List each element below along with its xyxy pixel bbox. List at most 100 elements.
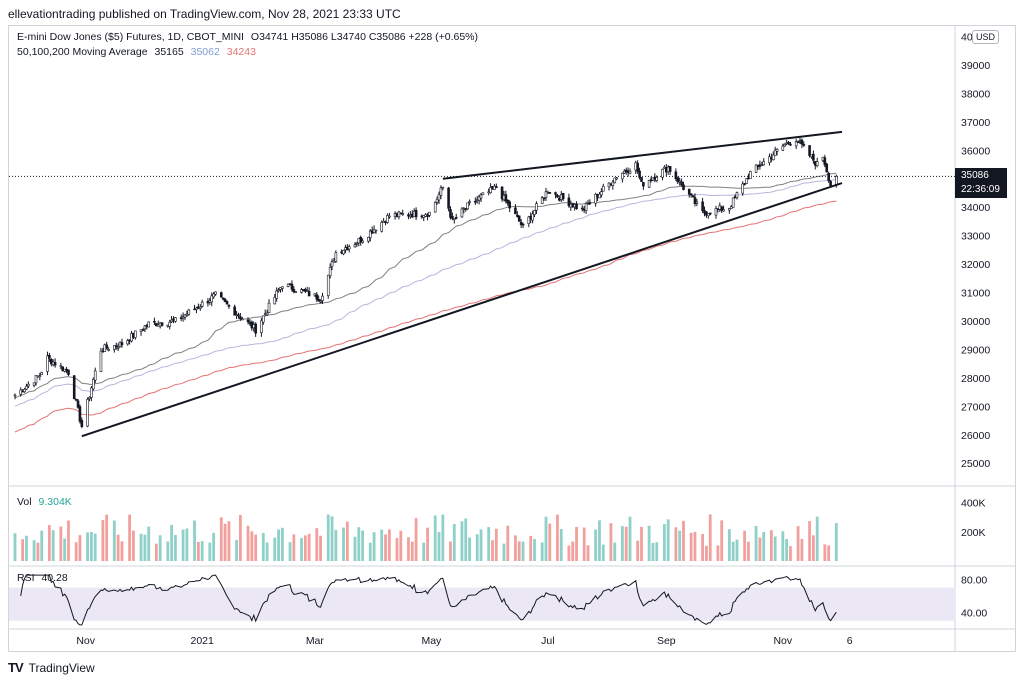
candle-body — [195, 307, 198, 310]
volume-bar — [261, 532, 265, 561]
candle-body — [594, 194, 597, 204]
candle-body — [219, 292, 223, 298]
volume-bar — [105, 514, 109, 561]
candle-body — [359, 237, 363, 243]
candle-body — [221, 297, 225, 300]
rsi-legend: RSI 40.28 — [17, 572, 72, 584]
volume-bar — [720, 520, 724, 561]
candle-body — [34, 375, 38, 384]
candle-body — [628, 170, 632, 174]
volume-bar — [128, 514, 131, 561]
volume-bar — [166, 541, 170, 561]
candle-body — [439, 187, 443, 196]
ma200-value: 34243 — [226, 46, 256, 58]
candle-body — [542, 197, 546, 200]
candle-body — [273, 297, 277, 305]
candle-body — [556, 194, 559, 198]
volume-bar — [762, 531, 766, 561]
volume-bar — [235, 539, 238, 561]
time-tick-label: 6 — [847, 635, 853, 647]
candle-body — [281, 286, 284, 289]
candle-body — [275, 290, 278, 299]
candle-body — [749, 171, 752, 180]
candle-body — [49, 359, 53, 365]
volume-bar — [112, 520, 116, 561]
candle-body — [168, 321, 172, 327]
candle-body — [781, 145, 785, 151]
price-chart[interactable]: 25000 26000 27000 28000 29000 30000 31000 32000… — [9, 26, 1015, 651]
price-tick-label: 34000 — [961, 202, 990, 214]
candle-body — [86, 399, 89, 427]
volume-bar — [693, 531, 697, 561]
candle-body — [342, 249, 345, 255]
symbol-legend: E-mini Dow Jones ($5) Futures, 1D, CBOT_… — [17, 31, 482, 43]
volume-label[interactable]: Vol — [17, 496, 32, 508]
volume-bar — [380, 529, 384, 561]
candle-body — [834, 176, 838, 185]
candle-body — [174, 317, 177, 322]
candle-body — [829, 180, 832, 186]
rsi-tick-label: 40.00 — [961, 607, 987, 619]
candle-body — [317, 299, 320, 302]
candle-body — [223, 298, 227, 303]
candle-body — [27, 383, 30, 387]
volume-bar — [640, 526, 643, 561]
candle-body — [160, 322, 164, 326]
candle-body — [554, 192, 557, 195]
volume-bar — [223, 523, 227, 561]
candle-body — [762, 161, 766, 166]
candle-body — [773, 149, 777, 157]
volume-bar — [246, 525, 250, 561]
volume-bar — [743, 530, 747, 561]
publisher-line: ellevationtrading published on TradingVi… — [8, 7, 401, 21]
candle-body — [642, 182, 645, 187]
candle-body — [823, 157, 827, 166]
ma-label[interactable]: 50,100,200 Moving Average — [17, 46, 148, 58]
candle-body — [198, 306, 202, 309]
volume-bar — [353, 536, 357, 561]
candle-body — [240, 318, 244, 321]
rsi-label[interactable]: RSI — [17, 572, 35, 584]
candle-body — [521, 223, 525, 226]
candle-body — [294, 291, 298, 293]
volume-bar — [407, 537, 410, 561]
chart-frame: 25000 26000 27000 28000 29000 30000 31000 32000… — [8, 25, 1016, 652]
time-tick-label: Mar — [306, 635, 325, 647]
volume-bar — [154, 543, 158, 561]
volume-bar — [533, 539, 536, 561]
candle-body — [25, 385, 28, 390]
volume-bar — [479, 529, 483, 561]
price-tick-label: 28000 — [961, 373, 990, 385]
candle-body — [477, 196, 481, 201]
bar-countdown: 22:36:09 — [961, 184, 1000, 195]
candle-body — [155, 323, 158, 327]
volume-bar — [682, 520, 685, 561]
volume-bar — [598, 520, 601, 561]
candle-body — [214, 291, 217, 295]
candle-body — [531, 213, 534, 221]
candle-body — [126, 340, 129, 345]
candle-body — [107, 349, 110, 351]
candle-body — [437, 194, 441, 201]
candle-body — [449, 209, 452, 218]
price-tick-label: 25000 — [961, 458, 990, 470]
candle-body — [361, 240, 364, 243]
candle-body — [326, 274, 330, 296]
volume-bar — [548, 523, 552, 561]
tradingview-footer[interactable]: TV TradingView — [8, 660, 95, 675]
candle-body — [237, 314, 240, 317]
currency-badge[interactable]: USD — [972, 30, 1000, 44]
volume-bar — [582, 527, 586, 561]
candle-body — [622, 171, 626, 174]
candle-body — [355, 242, 359, 245]
candle-body — [452, 218, 456, 220]
candle-body — [260, 320, 263, 333]
ma200-line — [14, 200, 837, 433]
volume-bar — [609, 523, 613, 561]
candle-body — [212, 293, 215, 298]
symbol-title[interactable]: E-mini Dow Jones ($5) Futures, 1D, CBOT_… — [17, 31, 244, 43]
volume-bar — [827, 545, 831, 561]
price-tick-label: 33000 — [961, 231, 990, 243]
time-tick-label: Jul — [541, 635, 554, 647]
volume-bar — [47, 525, 51, 561]
